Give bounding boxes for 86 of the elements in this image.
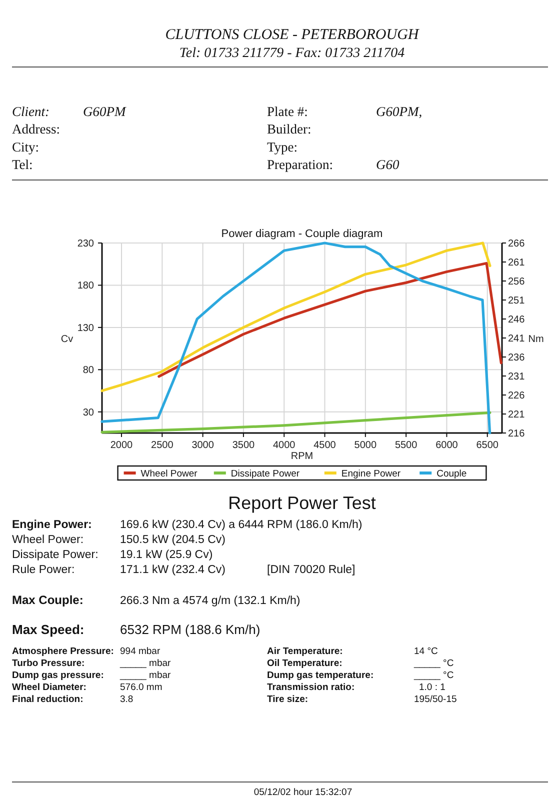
text: [DIN 70020 Rule]	[267, 564, 356, 576]
text: 169.6 kW (230.4 Cv) a 6444 RPM (186.0 Km/h)	[120, 519, 362, 531]
y2-tick-label: 216	[508, 428, 526, 440]
y-tick-label: 30	[82, 407, 94, 418]
text: Type:	[267, 140, 298, 154]
text: _____ mbar	[119, 670, 171, 681]
text: G60PM,	[376, 104, 422, 119]
text: Plate #:	[267, 104, 308, 119]
legend-label: Wheel Power	[140, 468, 198, 480]
x-tick-label: 2000	[110, 440, 134, 451]
text: 3.8	[120, 694, 134, 705]
text: Final reduction:	[12, 694, 84, 705]
text: 195/50-15	[414, 694, 457, 705]
text: Air Temperature:	[267, 646, 343, 657]
text: 6532 RPM (188.6 Km/h)	[120, 622, 260, 637]
text: Max Couple:	[12, 593, 84, 607]
text: 266.3 Nm a 4574 g/m (132.1 Km/h)	[120, 595, 300, 607]
x-tick-label: 3000	[192, 440, 214, 451]
y-tick-label: 80	[82, 365, 94, 376]
y2-axis-title: Nm	[528, 334, 544, 345]
text: Tel: 01733 211779 - Fax: 01733 211704	[179, 46, 405, 61]
text: Wheel Power:	[12, 534, 84, 546]
text: CLUTTONS CLOSE - PETERBOROUGH	[165, 27, 420, 43]
text: Transmission ratio:	[267, 682, 355, 693]
y2-tick-label: 221	[508, 410, 526, 420]
chart-title: Power diagram - Couple diagram	[221, 228, 383, 240]
text: Oil Temperature:	[267, 658, 342, 669]
x-tick-label: 5500	[394, 440, 418, 451]
text: Dump gas temperature:	[267, 670, 374, 681]
text: 150.5 kW (204.5 Cv)	[120, 534, 226, 546]
line-series	[100, 411, 492, 434]
x-axis-title: RPM	[290, 451, 314, 462]
text: Wheel Diameter:	[12, 682, 86, 693]
x-tick-label: 6500	[476, 440, 499, 451]
line-series	[100, 242, 492, 392]
text: _____ mbar	[119, 658, 171, 669]
text: Atmosphere Pressure:	[12, 646, 114, 657]
text: _____ °C	[413, 670, 454, 681]
text: Rule Power:	[12, 564, 75, 576]
text: Turbo Pressure:	[12, 658, 85, 669]
x-tick-label: 2500	[151, 440, 174, 451]
text: Engine Power:	[12, 519, 92, 531]
text: _____ °C	[413, 658, 454, 669]
y2-tick-label: 256	[508, 276, 526, 288]
y2-tick-label: 251	[508, 296, 526, 306]
y2-tick-label: 236	[508, 352, 526, 364]
line-series	[158, 262, 502, 378]
legend-label: Engine Power	[341, 468, 401, 480]
text: Report Power Test	[228, 493, 376, 513]
y2-tick-label: 246	[508, 314, 526, 326]
x-tick-label: 6000	[436, 440, 458, 451]
legend-label: Couple	[436, 468, 467, 480]
y2-tick-label: 241	[508, 334, 526, 344]
text: 05/12/02 hour 15:32:07	[254, 787, 352, 798]
text: 994 mbar	[120, 646, 160, 657]
x-tick-label: 4000	[272, 440, 296, 451]
legend-label: Dissipate Power	[230, 468, 300, 480]
text: Tel:	[12, 157, 33, 172]
text: City:	[12, 140, 40, 154]
y-tick-label: 130	[77, 322, 94, 334]
y2-tick-label: 266	[508, 238, 526, 250]
text: 19.1 kW (25.9 Cv)	[120, 549, 213, 561]
y2-tick-label: 261	[508, 258, 526, 268]
y-tick-label: 180	[77, 280, 94, 292]
text: Max Speed:	[12, 622, 84, 637]
y2-tick-label: 231	[508, 372, 526, 382]
line-series	[100, 242, 492, 434]
text: 1.0 : 1	[419, 682, 446, 693]
y-axis-title: Cv	[60, 334, 74, 345]
y-tick-label: 230	[77, 238, 94, 250]
text: 576.0 mm	[120, 682, 162, 693]
text: Builder:	[267, 122, 312, 136]
text: 14 °C	[414, 646, 438, 657]
text: Preparation:	[267, 157, 333, 172]
text: Client:	[12, 104, 50, 119]
y2-tick-label: 226	[508, 390, 526, 402]
text: Address:	[12, 122, 60, 136]
text: Tire size:	[267, 694, 308, 705]
text: Dump gas pressure:	[12, 670, 104, 681]
x-tick-label: 4500	[314, 440, 336, 451]
x-tick-label: 5000	[354, 440, 377, 451]
text: G60	[376, 157, 400, 172]
text: G60PM	[83, 104, 126, 119]
text: 171.1 kW (232.4 Cv)	[120, 564, 226, 576]
x-tick-label: 3500	[232, 440, 256, 451]
text: Dissipate Power:	[12, 549, 98, 561]
